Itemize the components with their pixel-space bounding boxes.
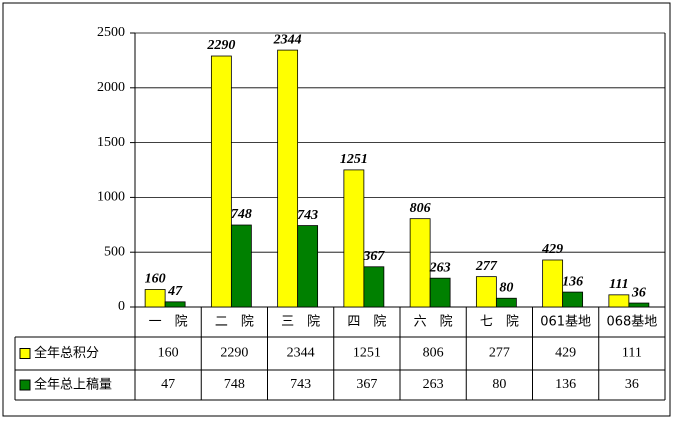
- table-cell: 277: [489, 346, 510, 361]
- bar: [230, 224, 252, 308]
- y-tick-label: 2500: [97, 25, 125, 40]
- y-tick-label: 0: [118, 299, 125, 314]
- bar: [562, 291, 584, 308]
- bar: [363, 266, 385, 308]
- table-cell: 2290: [220, 346, 248, 361]
- legend-swatch: [19, 379, 31, 391]
- bar: [277, 49, 299, 308]
- table-cell: 136: [555, 377, 576, 392]
- x-tick-label: 六 院: [414, 315, 453, 330]
- x-tick-label: 061基地: [540, 315, 591, 330]
- table-cell: 806: [423, 346, 444, 361]
- data-label: 80: [499, 280, 513, 295]
- bar: [542, 259, 564, 308]
- x-tick-label: 七 院: [480, 315, 519, 330]
- data-label: 2344: [273, 32, 302, 47]
- legend-label: 全年总上稿量: [34, 377, 112, 393]
- bar: [409, 218, 431, 308]
- table-cell: 748: [224, 377, 245, 392]
- data-label: 1251: [340, 152, 368, 167]
- data-label: 429: [541, 242, 563, 257]
- table-cell: 429: [555, 346, 576, 361]
- data-label: 136: [562, 274, 583, 289]
- data-label: 47: [167, 284, 183, 299]
- data-label: 160: [145, 272, 166, 287]
- table-cell: 367: [356, 377, 377, 392]
- x-tick-label: 二 院: [215, 315, 254, 330]
- x-tick-label: 三 院: [281, 315, 320, 330]
- data-label: 806: [410, 201, 431, 216]
- table-cell: 743: [290, 377, 311, 392]
- table-cell: 160: [158, 346, 179, 361]
- bar: [343, 169, 365, 308]
- data-label: 748: [231, 207, 252, 222]
- y-tick-label: 2000: [97, 80, 125, 95]
- bar: [297, 225, 319, 308]
- table-cell: 263: [423, 377, 444, 392]
- y-tick-label: 1500: [97, 135, 125, 150]
- x-tick-label: 四 院: [347, 315, 386, 330]
- table-cell: 80: [492, 377, 506, 392]
- y-tick-label: 500: [104, 244, 125, 259]
- data-label: 277: [475, 259, 498, 274]
- bar: [495, 297, 517, 308]
- bar: [164, 301, 186, 308]
- bar: [628, 302, 650, 308]
- legend-swatch: [19, 348, 31, 359]
- chart-frame: [2, 2, 671, 417]
- bar: [429, 277, 451, 308]
- table-cell: 47: [161, 377, 175, 392]
- bar: [144, 289, 166, 308]
- table-cell: 2344: [287, 346, 315, 361]
- table-cell: 1251: [353, 346, 381, 361]
- data-label: 743: [297, 208, 318, 223]
- legend-label: 全年总积分: [34, 345, 99, 361]
- y-tick-label: 1000: [97, 190, 125, 205]
- data-label: 367: [362, 249, 385, 264]
- bar: [608, 294, 630, 308]
- x-tick-label: 一 院: [149, 315, 188, 330]
- data-label: 2290: [206, 38, 235, 53]
- bar: [210, 55, 232, 308]
- data-label: 263: [429, 260, 451, 275]
- data-label: 36: [631, 285, 646, 300]
- table-cell: 36: [625, 377, 639, 392]
- table-cell: 111: [622, 346, 642, 361]
- x-tick-label: 068基地: [606, 315, 657, 330]
- data-label: 111: [609, 277, 628, 292]
- bar: [475, 276, 497, 308]
